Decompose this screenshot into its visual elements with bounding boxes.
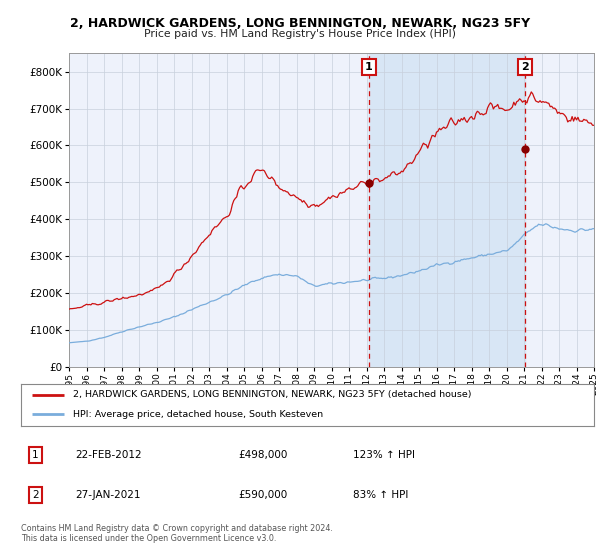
Text: Contains HM Land Registry data © Crown copyright and database right 2024.
This d: Contains HM Land Registry data © Crown c… — [21, 524, 333, 543]
Text: 1: 1 — [365, 62, 373, 72]
Text: 22-FEB-2012: 22-FEB-2012 — [76, 450, 142, 460]
Text: 2, HARDWICK GARDENS, LONG BENNINGTON, NEWARK, NG23 5FY: 2, HARDWICK GARDENS, LONG BENNINGTON, NE… — [70, 17, 530, 30]
Text: 2: 2 — [521, 62, 529, 72]
Text: £498,000: £498,000 — [239, 450, 288, 460]
Text: 1: 1 — [32, 450, 38, 460]
Text: 83% ↑ HPI: 83% ↑ HPI — [353, 490, 409, 500]
Text: Price paid vs. HM Land Registry's House Price Index (HPI): Price paid vs. HM Land Registry's House … — [144, 29, 456, 39]
Text: 123% ↑ HPI: 123% ↑ HPI — [353, 450, 415, 460]
Text: 2, HARDWICK GARDENS, LONG BENNINGTON, NEWARK, NG23 5FY (detached house): 2, HARDWICK GARDENS, LONG BENNINGTON, NE… — [73, 390, 471, 399]
Text: HPI: Average price, detached house, South Kesteven: HPI: Average price, detached house, Sout… — [73, 410, 323, 419]
Text: £590,000: £590,000 — [239, 490, 288, 500]
Text: 27-JAN-2021: 27-JAN-2021 — [76, 490, 141, 500]
Text: 2: 2 — [32, 490, 38, 500]
Bar — [369, 53, 525, 367]
